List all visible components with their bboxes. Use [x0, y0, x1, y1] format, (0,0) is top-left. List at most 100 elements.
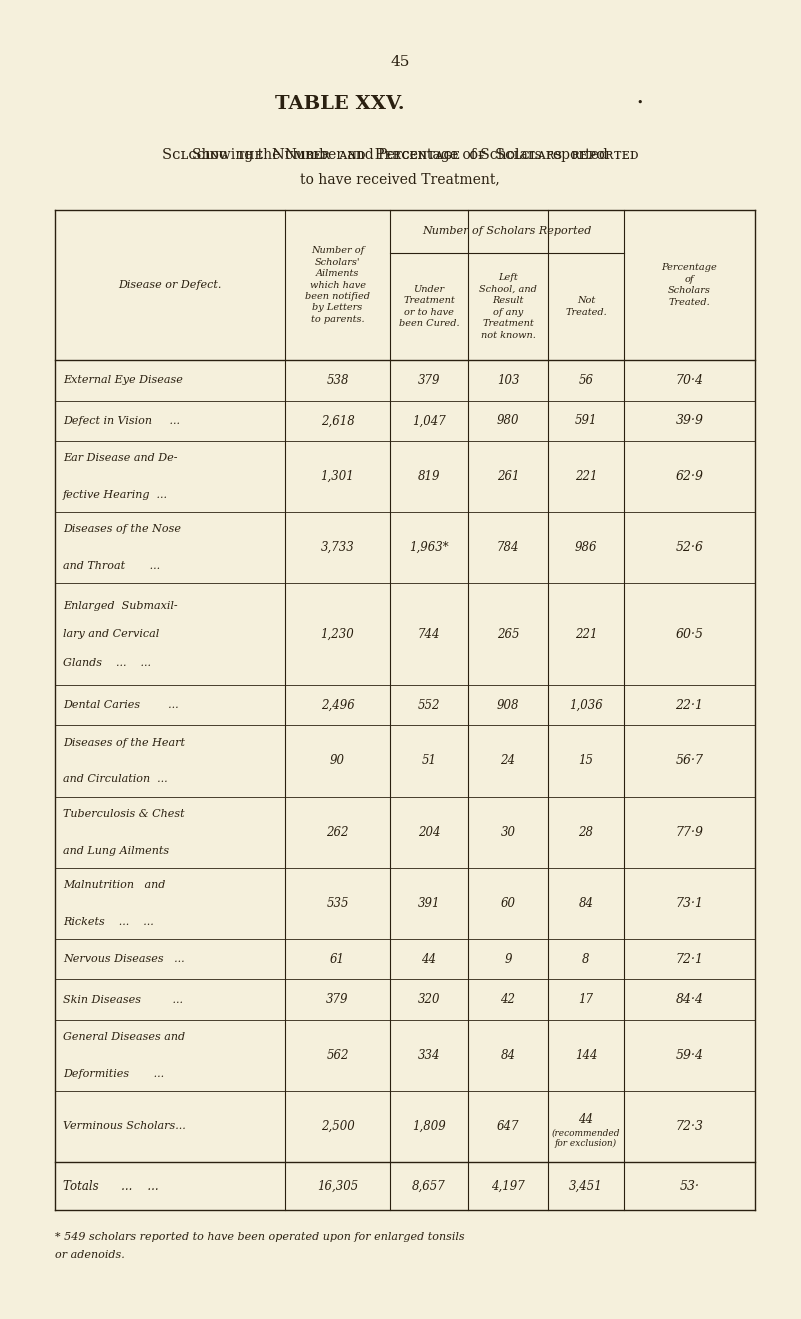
Text: Not
Treated.: Not Treated. — [566, 297, 607, 317]
Text: 144: 144 — [575, 1049, 598, 1062]
Text: 9: 9 — [505, 952, 512, 966]
Text: and Throat       ...: and Throat ... — [63, 561, 160, 571]
Text: Showing the Number and Percentage of Scholars reported: Showing the Number and Percentage of Sch… — [192, 148, 608, 162]
Text: 44: 44 — [421, 952, 437, 966]
Text: Totals      ...    ...: Totals ... ... — [63, 1179, 159, 1192]
Text: 744: 744 — [418, 628, 441, 641]
Text: 56: 56 — [578, 373, 594, 386]
Text: 8,657: 8,657 — [413, 1179, 446, 1192]
Text: Enlarged  Submaxil-: Enlarged Submaxil- — [63, 600, 178, 611]
Text: 61: 61 — [330, 952, 345, 966]
Text: 1,036: 1,036 — [570, 699, 603, 712]
Text: 60: 60 — [501, 897, 516, 910]
Text: 8: 8 — [582, 952, 590, 966]
Text: Skin Diseases         ...: Skin Diseases ... — [63, 995, 183, 1005]
Text: and Lung Ailments: and Lung Ailments — [63, 845, 169, 856]
Text: fective Hearing  ...: fective Hearing ... — [63, 491, 168, 500]
Text: 73·1: 73·1 — [675, 897, 703, 910]
Text: 103: 103 — [497, 373, 519, 386]
Text: 261: 261 — [497, 470, 519, 483]
Text: 84·4: 84·4 — [675, 993, 703, 1006]
Text: Defect in Vision     ...: Defect in Vision ... — [63, 415, 180, 426]
Text: 53·: 53· — [679, 1179, 699, 1192]
Text: 3,451: 3,451 — [570, 1179, 603, 1192]
Text: Disease or Defect.: Disease or Defect. — [119, 280, 222, 290]
Text: Number of Scholars Reported: Number of Scholars Reported — [422, 227, 592, 236]
Text: Sᴄʟᴄᴄɪɴɢ  ᴛʜᴇ  Nᴜᴍʙᴇʀ  ᴀɴᴅ  Pᴇʀᴄᴇɴᴛᴀɢᴇ  ᴏғ  Sᴄʟᴄʟᴀʀs  ʀᴇᴘᴏʀᴛᴇᴅ: Sᴄʟᴄᴄɪɴɢ ᴛʜᴇ Nᴜᴍʙᴇʀ ᴀɴᴅ Pᴇʀᴄᴇɴᴛᴀɢᴇ ᴏғ Sᴄ… — [162, 148, 638, 162]
Text: 552: 552 — [418, 699, 441, 712]
Text: 62·9: 62·9 — [675, 470, 703, 483]
Text: or adenoids.: or adenoids. — [55, 1250, 125, 1260]
Text: 334: 334 — [418, 1049, 441, 1062]
Text: 42: 42 — [501, 993, 516, 1006]
Text: 221: 221 — [575, 470, 598, 483]
Text: General Diseases and: General Diseases and — [63, 1031, 185, 1042]
Text: 980: 980 — [497, 414, 519, 427]
Text: •: • — [637, 98, 643, 108]
Text: 72·3: 72·3 — [675, 1120, 703, 1133]
Text: Percentage
of
Scholars
Treated.: Percentage of Scholars Treated. — [662, 264, 718, 307]
Text: Tuberculosis & Chest: Tuberculosis & Chest — [63, 809, 184, 819]
Text: 819: 819 — [418, 470, 441, 483]
Text: 30: 30 — [501, 826, 516, 839]
Text: 320: 320 — [418, 993, 441, 1006]
Text: Glands    ...    ...: Glands ... ... — [63, 658, 151, 667]
Text: 60·5: 60·5 — [675, 628, 703, 641]
Text: 784: 784 — [497, 541, 519, 554]
Text: 2,500: 2,500 — [320, 1120, 354, 1133]
Text: Ear Disease and De-: Ear Disease and De- — [63, 454, 178, 463]
Text: 17: 17 — [578, 993, 594, 1006]
Text: 562: 562 — [326, 1049, 348, 1062]
Text: 262: 262 — [326, 826, 348, 839]
Text: (recommended
for exclusion): (recommended for exclusion) — [552, 1129, 620, 1149]
Text: Number of
Scholars'
Ailments
which have
been notified
by Letters
to parents.: Number of Scholars' Ailments which have … — [305, 247, 370, 324]
Text: 52·6: 52·6 — [675, 541, 703, 554]
Text: 379: 379 — [326, 993, 348, 1006]
Text: lary and Cervical: lary and Cervical — [63, 629, 159, 640]
Text: 70·4: 70·4 — [675, 373, 703, 386]
Text: 2,618: 2,618 — [320, 414, 354, 427]
Text: 1,809: 1,809 — [413, 1120, 446, 1133]
Text: 16,305: 16,305 — [317, 1179, 358, 1192]
Text: 1,230: 1,230 — [320, 628, 354, 641]
Text: TABLE XXV.: TABLE XXV. — [276, 95, 405, 113]
Text: 1,047: 1,047 — [413, 414, 446, 427]
Text: 1,963*: 1,963* — [409, 541, 449, 554]
Text: 4,197: 4,197 — [491, 1179, 525, 1192]
Text: 39·9: 39·9 — [675, 414, 703, 427]
Text: 28: 28 — [578, 826, 594, 839]
Text: 45: 45 — [390, 55, 409, 69]
Text: Left
School, and
Result
of any
Treatment
not known.: Left School, and Result of any Treatment… — [479, 273, 537, 339]
Text: Deformities       ...: Deformities ... — [63, 1068, 164, 1079]
Text: and Circulation  ...: and Circulation ... — [63, 774, 167, 785]
Text: 59·4: 59·4 — [675, 1049, 703, 1062]
Text: 84: 84 — [501, 1049, 516, 1062]
Text: 51: 51 — [421, 754, 437, 768]
Text: 15: 15 — [578, 754, 594, 768]
Text: 24: 24 — [501, 754, 516, 768]
Text: 56·7: 56·7 — [675, 754, 703, 768]
Text: 3,733: 3,733 — [320, 541, 354, 554]
Text: 265: 265 — [497, 628, 519, 641]
Text: 72·1: 72·1 — [675, 952, 703, 966]
Text: External Eye Disease: External Eye Disease — [63, 376, 183, 385]
Text: Diseases of the Nose: Diseases of the Nose — [63, 524, 181, 534]
Text: 221: 221 — [575, 628, 598, 641]
Text: 204: 204 — [418, 826, 441, 839]
Text: Under
Treatment
or to have
been Cured.: Under Treatment or to have been Cured. — [399, 285, 459, 328]
Text: * 549 scholars reported to have been operated upon for enlarged tonsils: * 549 scholars reported to have been ope… — [55, 1232, 465, 1242]
Text: 535: 535 — [326, 897, 348, 910]
Text: 379: 379 — [418, 373, 441, 386]
Text: 647: 647 — [497, 1120, 519, 1133]
Text: Rickets    ...    ...: Rickets ... ... — [63, 917, 154, 927]
Text: 986: 986 — [575, 541, 598, 554]
Text: 84: 84 — [578, 897, 594, 910]
Text: Diseases of the Heart: Diseases of the Heart — [63, 737, 185, 748]
Text: Dental Caries        ...: Dental Caries ... — [63, 700, 179, 710]
Text: 391: 391 — [418, 897, 441, 910]
Text: Malnutrition   and: Malnutrition and — [63, 880, 165, 890]
Text: 538: 538 — [326, 373, 348, 386]
Text: to have received Treatment,: to have received Treatment, — [300, 171, 500, 186]
Text: 591: 591 — [575, 414, 598, 427]
Text: 1,301: 1,301 — [320, 470, 354, 483]
